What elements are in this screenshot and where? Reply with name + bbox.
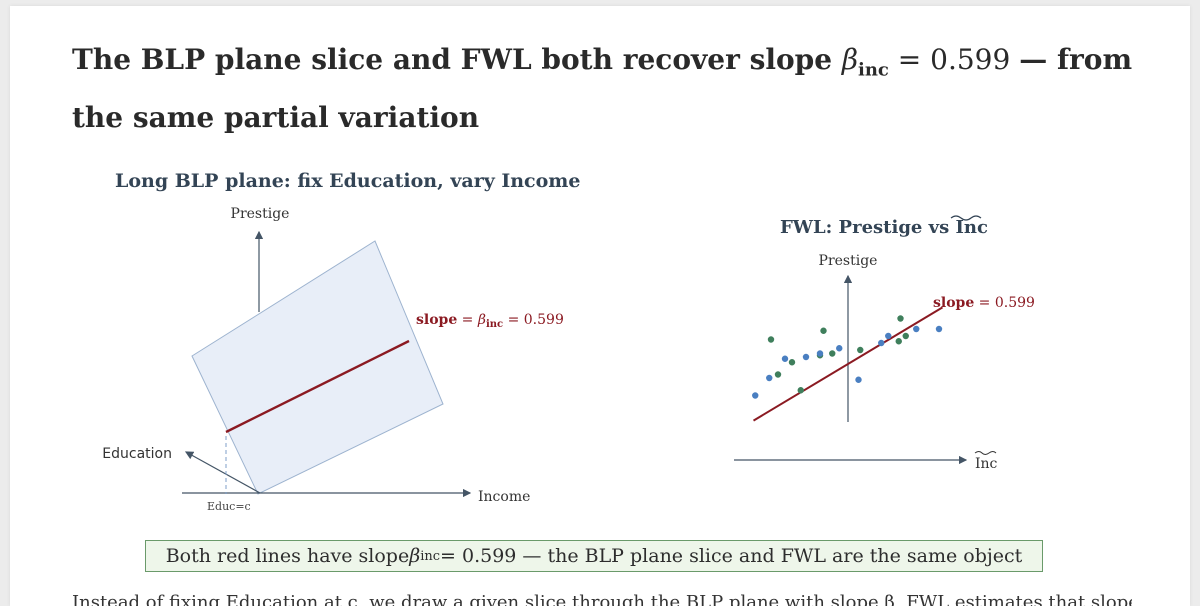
left-panel: Long BLP plane: fix Education, vary Inco…	[102, 170, 580, 513]
axis-label-inc: Inc	[975, 456, 998, 472]
scatter-point	[878, 339, 885, 347]
title-beta: β	[841, 43, 858, 76]
slide-title: The BLP plane slice and FWL both recover…	[72, 36, 1152, 141]
right-panel: FWL: Prestige vs Inc Prestige Inc slope …	[734, 215, 1035, 472]
slope-beta-left: β	[477, 312, 486, 328]
slope-word-left: slope	[416, 312, 457, 328]
axis-label-income: Income	[478, 489, 530, 505]
blp-slice-line	[225, 339, 410, 434]
axis-label-prestige-left: Prestige	[231, 206, 290, 222]
scatter-point	[802, 353, 810, 361]
title-tilde-mark	[950, 215, 982, 221]
scatter-point	[836, 345, 843, 352]
slope-label-left: slope = βinc = 0.599	[416, 312, 564, 330]
scatter-point	[855, 376, 862, 383]
scatter-point	[857, 346, 864, 354]
left-panel-title: Long BLP plane: fix Education, vary Inco…	[115, 170, 581, 192]
scatter-point	[816, 350, 824, 357]
slope-word-right: slope	[933, 295, 974, 311]
scatter-point	[752, 392, 759, 399]
inc-tilde-mark	[974, 451, 997, 455]
scatter-point	[935, 325, 943, 333]
slope-label-right: slope = 0.599	[933, 295, 1035, 311]
scatter-point	[767, 336, 775, 343]
scatter-point	[913, 325, 920, 333]
callout-text-b: = 0.599 — the BLP plane slice and FWL ar…	[440, 545, 1023, 567]
summary-callout: Both red lines have slope β inc = 0.599 —…	[145, 540, 1043, 572]
axis-label-prestige-right: Prestige	[819, 253, 878, 269]
slope-value-right: = 0.599	[974, 295, 1035, 311]
footer-cut-text: Instead of fixing Education at c, we dra…	[72, 592, 1132, 606]
scatter-point	[885, 332, 892, 340]
callout-beta-sub: inc	[420, 548, 441, 564]
slope-eq-left: =	[457, 312, 478, 328]
diagram-canvas: Long BLP plane: fix Education, vary Inco…	[102, 170, 1035, 513]
blp-plane	[191, 240, 444, 495]
scatter-point	[774, 371, 782, 378]
callout-text-a: Both red lines have slope	[165, 545, 410, 567]
scatter-point	[766, 374, 773, 382]
fwl-fit-line	[752, 306, 944, 422]
slide: The BLP plane slice and FWL both recover…	[10, 6, 1190, 606]
scatter-point	[788, 359, 796, 366]
title-equals: = 0.599	[888, 43, 1020, 76]
fwl-scatter-points	[752, 315, 943, 399]
axis-label-education: Education	[102, 446, 172, 462]
educ-c-label: Educ=c	[207, 500, 251, 513]
title-beta-sub: inc	[858, 59, 889, 81]
scatter-point	[797, 387, 804, 394]
scatter-point	[902, 332, 909, 340]
scatter-point	[897, 315, 904, 322]
title-text-b: — from the same partial variation	[72, 43, 1133, 134]
scatter-point	[820, 327, 827, 334]
scatter-point	[895, 338, 902, 345]
callout-beta: β	[409, 545, 421, 567]
title-text-a: The BLP plane slice and FWL both recover…	[72, 43, 842, 76]
right-panel-title: FWL: Prestige vs Inc	[780, 217, 988, 238]
scatter-point	[781, 355, 789, 362]
scatter-point	[829, 350, 836, 357]
slope-value-left: = 0.599	[503, 312, 564, 328]
education-axis	[184, 451, 261, 494]
slope-sub-left: inc	[486, 319, 503, 330]
